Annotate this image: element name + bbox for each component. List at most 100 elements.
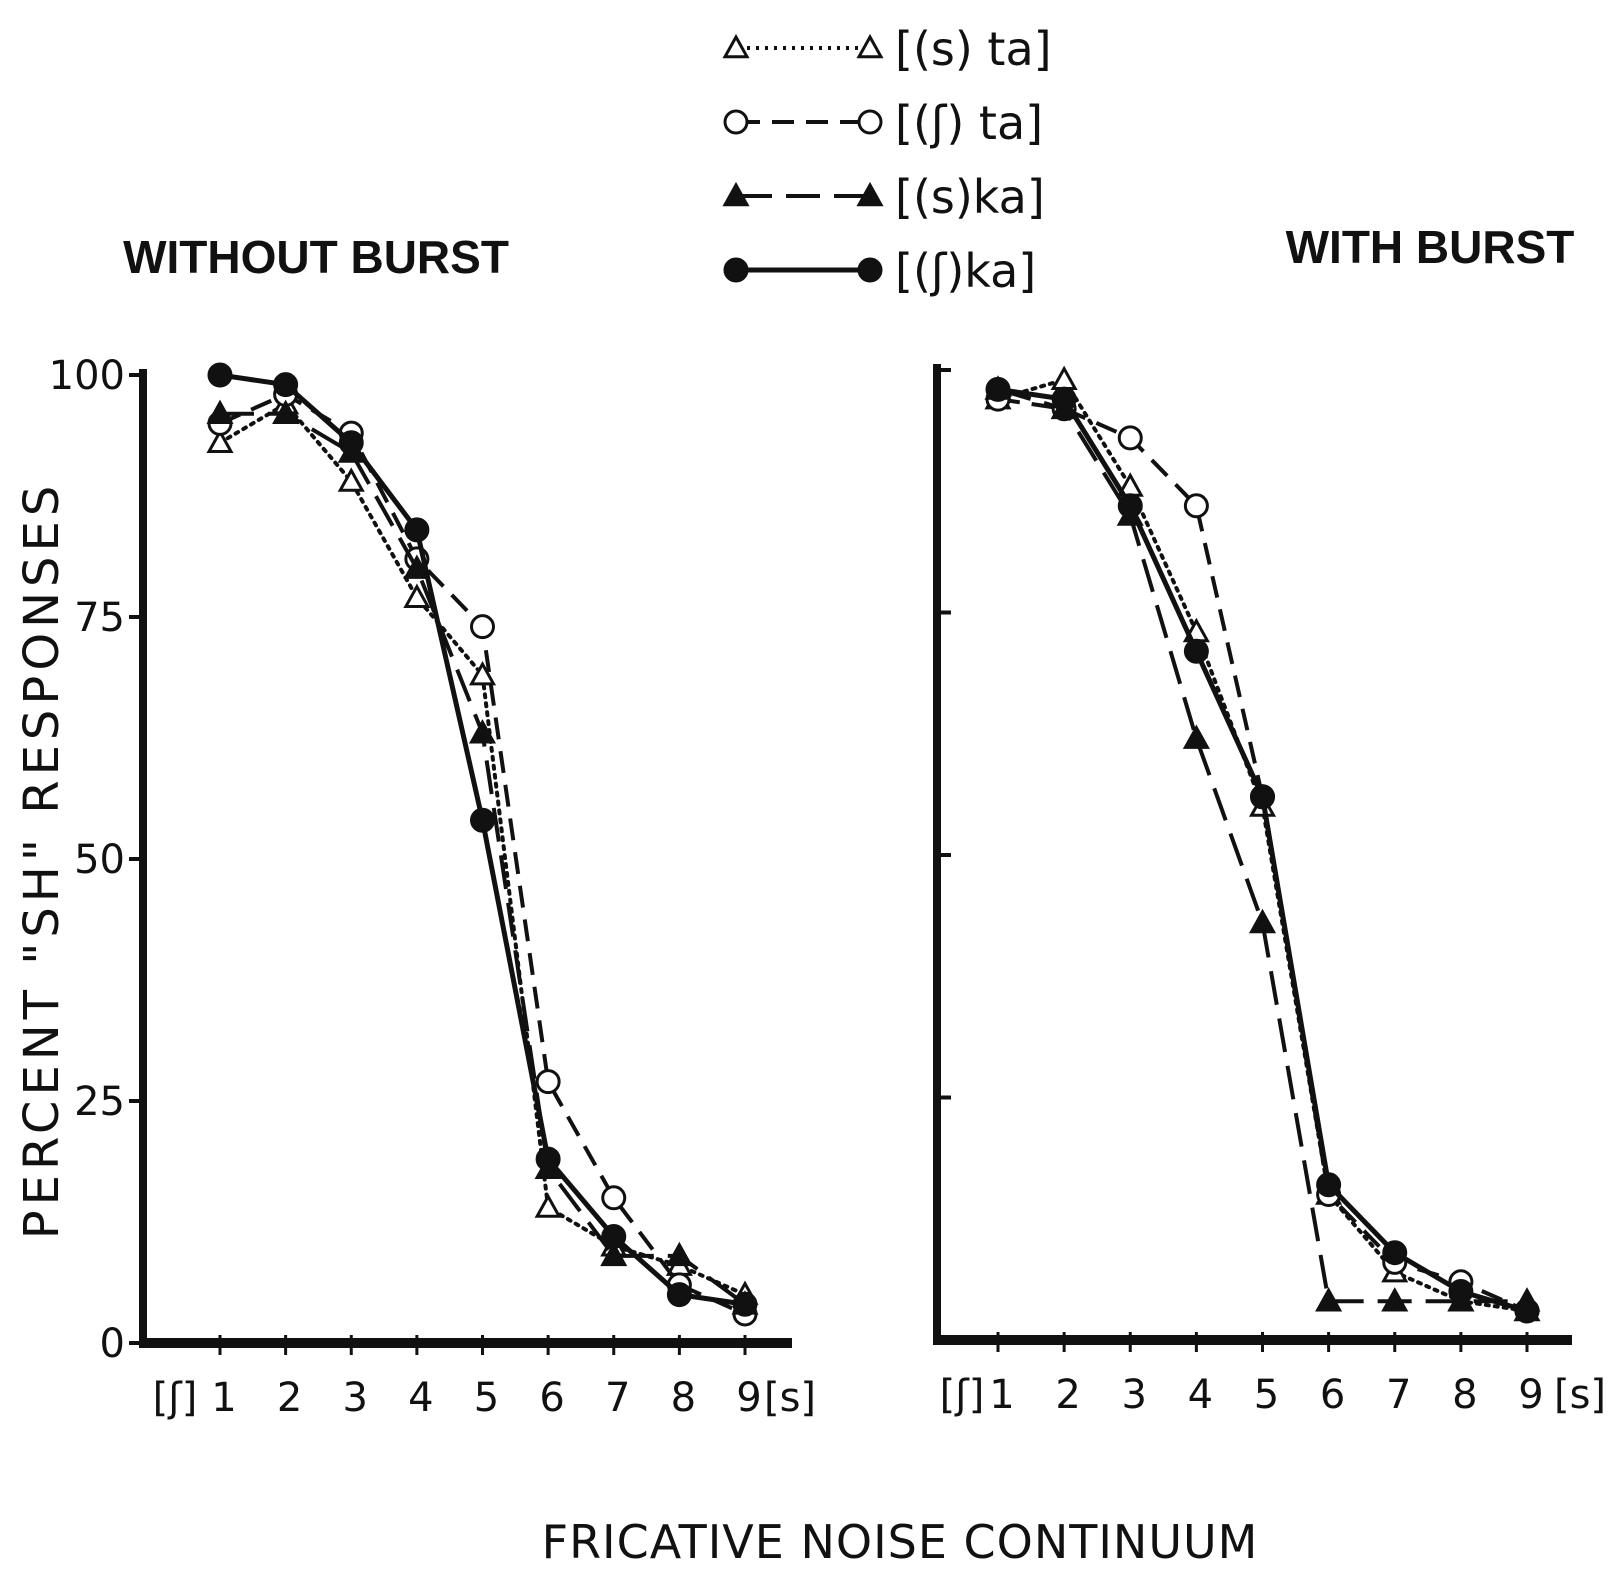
data-point-with-burst-s2-x3 <box>1117 425 1143 451</box>
data-point-without-burst-s3-x5 <box>468 719 497 744</box>
y-tick-label-100: 100 <box>49 353 125 399</box>
data-point-without-burst-s4-x3 <box>338 430 364 456</box>
panel-title-right: WITH BURST <box>1286 221 1575 273</box>
data-point-without-burst-s2-x6 <box>535 1069 561 1095</box>
x-tick-label-without-burst-1: 1 <box>211 1375 236 1421</box>
data-point-with-burst-s3-x4 <box>1182 724 1210 749</box>
data-point-with-burst-s4-x9 <box>1514 1298 1540 1324</box>
x-tick-label-without-burst-7: 7 <box>605 1375 630 1421</box>
legend: [(s) ta] [(ʃ) ta] [(s)ka] [(ʃ)ka] <box>722 22 1052 298</box>
data-point-with-burst-s4-x3 <box>1117 493 1143 519</box>
legend-label-4: [(ʃ)ka] <box>895 244 1036 298</box>
data-point-with-burst-s2-x4 <box>1183 493 1209 519</box>
legend-marker-end-2 <box>857 109 883 135</box>
series-without-burst-1 <box>206 389 759 1305</box>
x-tick-label-with-burst-7: 7 <box>1386 1372 1411 1418</box>
data-point-with-burst-s4-x4 <box>1183 638 1209 664</box>
data-point-with-burst-s3-x5 <box>1248 908 1277 934</box>
series-without-burst-2 <box>207 381 758 1327</box>
y-tick-label-50: 50 <box>74 837 125 883</box>
series-line-with-burst-3 <box>997 387 1527 1304</box>
x-tick-label-without-burst-8: 8 <box>671 1375 696 1421</box>
x-tick-label-with-burst-8: 8 <box>1452 1372 1477 1418</box>
series-without-burst-4 <box>207 362 758 1317</box>
x-end-label-sh-with-burst: [ʃ] <box>940 1372 985 1418</box>
x-end-label-s-with-burst: [s] <box>1554 1372 1606 1418</box>
x-tick-label-without-burst-9: 9 <box>736 1375 761 1421</box>
panel-with-burst: 1 2 3 4 5 6 7 8 9 [ʃ] [s] <box>933 364 1606 1418</box>
x-tick-label-without-burst-6: 6 <box>539 1375 564 1421</box>
legend-label-1: [(s) ta] <box>895 22 1052 76</box>
data-point-without-burst-s1-x1 <box>206 428 234 454</box>
legend-label-2: [(ʃ) ta] <box>895 96 1043 150</box>
data-point-without-burst-s1-x5 <box>468 660 497 686</box>
x-tick-label-without-burst-3: 3 <box>343 1375 368 1421</box>
data-point-without-burst-s4-x2 <box>273 372 299 398</box>
legend-marker-end-4 <box>857 257 883 283</box>
x-axis-label: FRICATIVE NOISE CONTINUUM <box>542 1515 1259 1569</box>
y-tick-label-75: 75 <box>74 595 125 641</box>
legend-item-4: [(ʃ)ka] <box>723 244 1036 298</box>
series-line-without-burst-1 <box>218 402 747 1297</box>
legend-marker-start-2 <box>723 109 749 135</box>
y-tick-label-25: 25 <box>74 1079 125 1125</box>
data-point-with-burst-s4-x8 <box>1448 1279 1474 1304</box>
data-point-without-burst-s2-x5 <box>470 614 495 640</box>
data-point-with-burst-s4-x1 <box>985 376 1011 402</box>
legend-marker-start-4 <box>723 257 749 283</box>
data-point-without-burst-s4-x7 <box>601 1224 627 1250</box>
x-tick-label-with-burst-9: 9 <box>1518 1372 1543 1418</box>
legend-item-1: [(s) ta] <box>722 22 1052 76</box>
x-tick-label-with-burst-6: 6 <box>1320 1372 1345 1418</box>
data-point-with-burst-s1-x2 <box>1050 365 1078 390</box>
data-point-without-burst-s4-x5 <box>470 807 495 833</box>
x-tick-label-without-burst-5: 5 <box>474 1375 499 1421</box>
x-tick-label-with-burst-5: 5 <box>1254 1372 1279 1418</box>
series-line-without-burst-4 <box>219 372 746 1307</box>
panel-title-left: WITHOUT BURST <box>123 231 509 283</box>
x-tick-label-without-burst-4: 4 <box>408 1375 433 1421</box>
legend-marker-start-1 <box>722 33 750 59</box>
data-point-with-burst-s4-x5 <box>1250 784 1275 810</box>
legend-marker-end-3 <box>856 181 884 207</box>
panel-without-burst: 0 25 50 75 100 1 2 3 4 5 6 7 8 9 [ʃ] [s] <box>49 353 816 1421</box>
data-point-with-burst-s4-x7 <box>1382 1240 1408 1266</box>
data-point-without-burst-s4-x1 <box>207 362 233 388</box>
data-point-without-burst-s3-x1 <box>206 399 234 425</box>
data-point-without-burst-s2-x7 <box>601 1185 627 1211</box>
data-point-without-burst-s3-x7 <box>600 1241 628 1267</box>
legend-item-3: [(s)ka] <box>722 170 1045 224</box>
y-axis-label: PERCENT "SH" RESPONSES <box>14 481 70 1240</box>
data-point-without-burst-s4-x8 <box>666 1282 692 1308</box>
series-with-burst-4 <box>985 376 1540 1324</box>
data-point-with-burst-s3-x7 <box>1381 1287 1409 1312</box>
data-point-with-burst-s4-x6 <box>1316 1172 1342 1198</box>
series-line-with-burst-4 <box>997 386 1528 1314</box>
x-tick-label-without-burst-2: 2 <box>277 1375 302 1421</box>
series-with-burst-3 <box>984 375 1541 1312</box>
x-tick-label-with-burst-3: 3 <box>1122 1372 1147 1418</box>
data-point-without-burst-s4-x4 <box>404 517 430 543</box>
series-line-without-burst-2 <box>219 392 746 1316</box>
data-point-without-burst-s4-x9 <box>732 1291 758 1317</box>
series-with-burst-1 <box>984 365 1541 1322</box>
data-point-without-burst-s4-x6 <box>535 1146 561 1172</box>
series-line-with-burst-1 <box>996 377 1529 1313</box>
series-without-burst-3 <box>206 399 759 1315</box>
data-point-without-burst-s1-x6 <box>534 1193 562 1218</box>
data-point-without-burst-s1-x3 <box>337 467 365 492</box>
legend-item-2: [(ʃ) ta] <box>723 96 1043 150</box>
x-end-label-sh-without-burst: [ʃ] <box>153 1375 198 1421</box>
data-point-without-burst-s3-x4 <box>403 554 431 579</box>
series-line-without-burst-3 <box>220 411 747 1306</box>
data-point-without-burst-s1-x4 <box>403 583 431 608</box>
series-with-burst-2 <box>985 386 1540 1324</box>
y-tick-label-0: 0 <box>100 1321 125 1367</box>
data-point-with-burst-s3-x6 <box>1315 1287 1343 1312</box>
x-tick-label-with-burst-4: 4 <box>1188 1372 1213 1418</box>
series-line-with-burst-2 <box>997 397 1528 1313</box>
legend-label-3: [(s)ka] <box>895 170 1045 224</box>
data-point-with-burst-s4-x2 <box>1051 386 1077 412</box>
legend-marker-end-1 <box>856 33 884 59</box>
